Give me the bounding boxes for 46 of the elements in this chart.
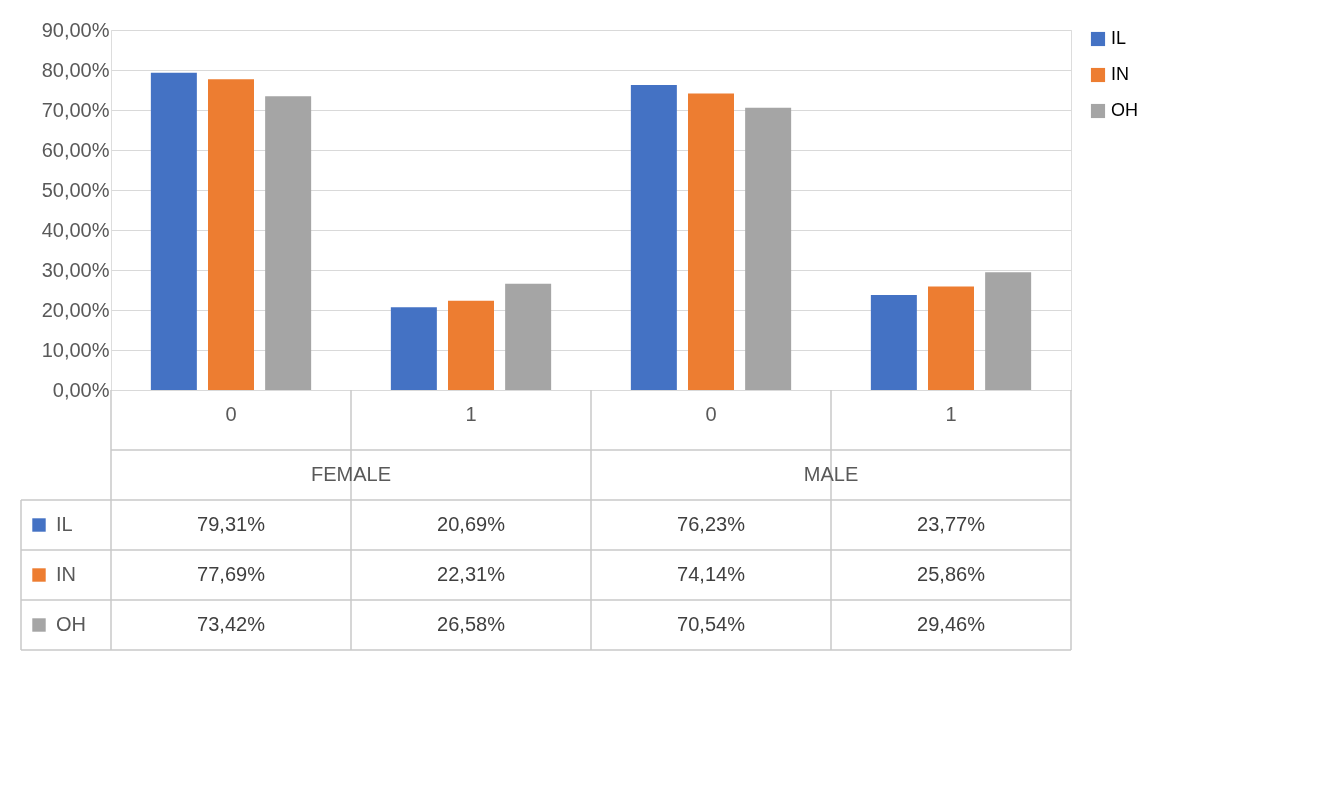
data-label: 70,54% <box>677 613 746 635</box>
text: IL <box>1111 28 1127 48</box>
bar <box>150 72 197 390</box>
data-label: 20,69% <box>437 513 506 535</box>
bar <box>985 272 1032 390</box>
bar <box>630 85 677 390</box>
x-tick-label: 0 <box>705 402 717 425</box>
y-tick-label: 90,00% <box>41 18 110 41</box>
y-tick-label: 60,00% <box>41 138 110 161</box>
bar <box>688 93 734 390</box>
text: IN <box>56 563 76 585</box>
bar <box>265 96 312 390</box>
y-tick-label: 40,00% <box>41 218 110 241</box>
y-tick-label: 10,00% <box>41 338 110 361</box>
bar <box>505 283 552 390</box>
data-label: 77,69% <box>197 563 266 585</box>
bar <box>208 79 254 390</box>
y-tick-label: 50,00% <box>41 178 110 201</box>
text: MALE <box>803 463 859 485</box>
text: FEMALE <box>310 463 392 485</box>
y-tick-label: 80,00% <box>41 58 110 81</box>
data-label: 74,14% <box>677 563 746 585</box>
x-tick-label: 1 <box>465 402 477 425</box>
x-tick-label: 1 <box>945 402 957 425</box>
data-label: 22,31% <box>437 563 506 585</box>
y-tick-label: 0,00% <box>52 378 110 401</box>
y-tick-label: 30,00% <box>41 258 110 281</box>
text: OH <box>56 613 86 635</box>
data-label: 25,86% <box>917 563 986 585</box>
bar <box>745 107 792 390</box>
data-label: 76,23% <box>677 513 746 535</box>
legend-label: IL <box>56 513 73 535</box>
data-label: 79,31% <box>197 513 266 535</box>
bar <box>928 286 974 390</box>
bar <box>870 294 917 390</box>
legend-label: OH <box>1111 100 1138 120</box>
data-label: 29,46% <box>917 613 986 635</box>
data-label: 73,42% <box>197 613 266 635</box>
data-label: 23,77% <box>917 513 986 535</box>
y-tick-label: 70,00% <box>41 98 110 121</box>
bar <box>390 307 437 390</box>
data-label: 26,58% <box>437 613 506 635</box>
y-tick-label: 20,00% <box>41 298 110 321</box>
legend-label: IN <box>1111 64 1129 84</box>
bar <box>448 300 494 390</box>
x-tick-label: 0 <box>225 402 237 425</box>
